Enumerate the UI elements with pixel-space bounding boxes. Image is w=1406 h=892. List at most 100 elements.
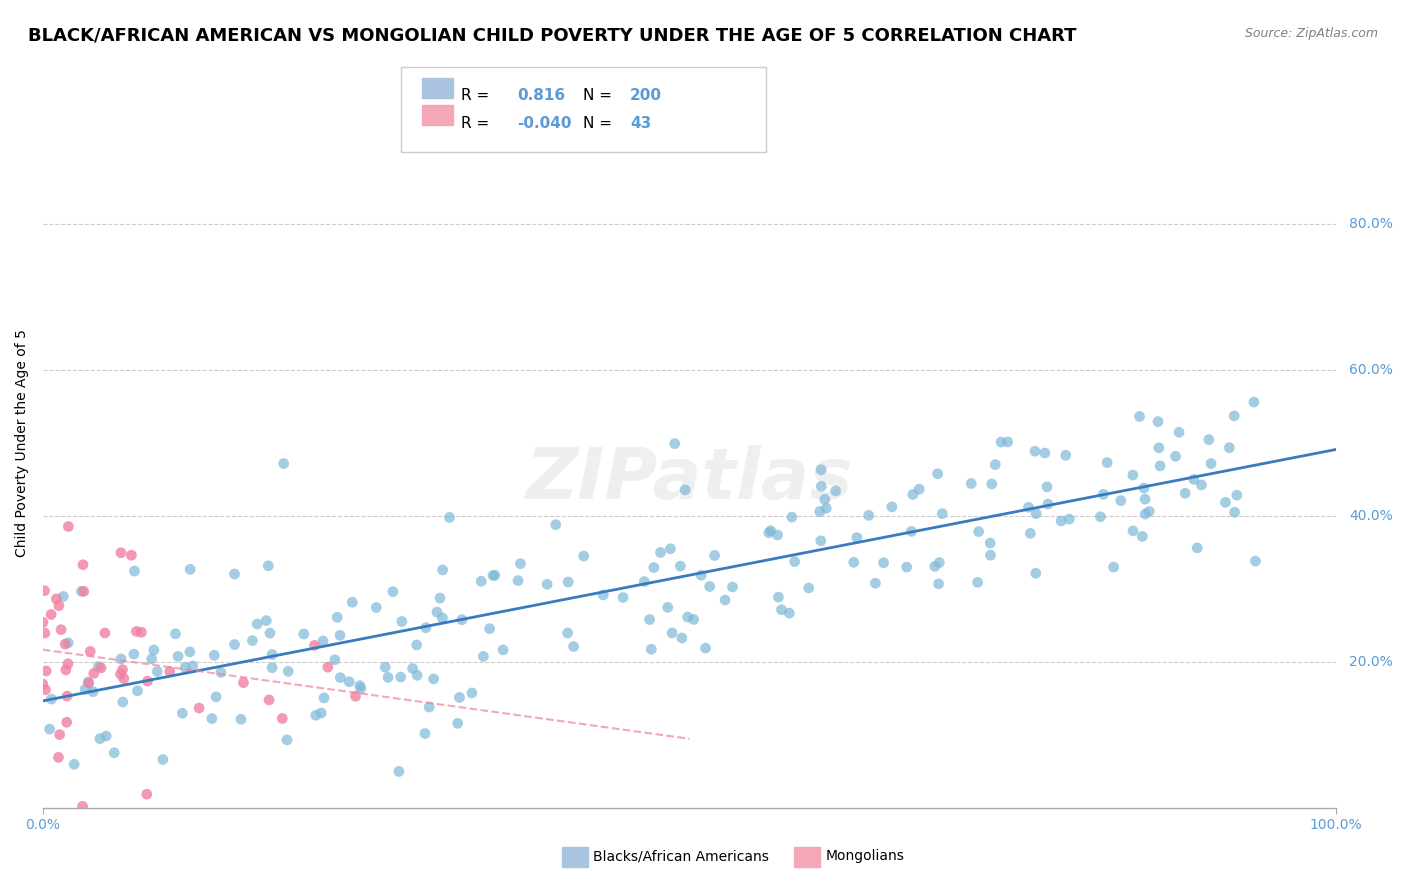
Text: 43: 43 [630,116,651,131]
Point [45,591,67,606]
Point [1168,425,1191,440]
Point [1122,524,1144,538]
Point [1019,526,1042,541]
Point [188,701,211,715]
Point [439,510,461,524]
Point [415,621,437,635]
Point [872,556,894,570]
Point [815,501,838,516]
Point [374,660,396,674]
Point [908,482,931,496]
Point [1243,395,1265,409]
Point [202,648,225,663]
Point [699,580,721,594]
Point [1226,488,1249,502]
Point [159,665,181,679]
Point [690,568,713,582]
Point [48,750,70,764]
Point [927,467,949,481]
Point [924,559,946,574]
Point [432,563,454,577]
Point [1223,505,1246,519]
Point [1128,409,1150,424]
Point [880,500,903,514]
Point [110,667,132,681]
Point [366,600,388,615]
Point [224,638,246,652]
Point [997,434,1019,449]
Point [643,560,665,574]
Point [960,476,983,491]
Point [39,607,62,622]
Point [470,574,492,589]
Point [1218,441,1240,455]
Point [931,507,953,521]
Point [901,487,924,501]
Point [277,665,299,679]
Point [1018,500,1040,515]
Point [224,567,246,582]
Point [659,541,682,556]
Point [1050,514,1073,528]
Point [810,533,832,548]
Point [52,590,75,604]
Point [83,666,105,681]
Point [770,603,793,617]
Point [232,675,254,690]
Point [797,581,820,595]
Point [111,663,134,677]
Point [77,675,100,690]
Point [172,706,194,721]
Point [56,689,79,703]
Point [181,659,204,673]
Text: -0.040: -0.040 [517,116,572,131]
Point [209,665,232,680]
Point [979,536,1001,550]
Point [1025,507,1047,521]
Point [1199,457,1222,471]
Point [122,647,145,661]
Point [34,626,56,640]
Point [1137,504,1160,518]
Point [136,674,159,689]
Point [48,599,70,613]
Point [389,670,412,684]
Point [1147,441,1170,455]
Point [112,672,135,686]
Point [544,517,567,532]
Point [1133,481,1156,495]
Y-axis label: Child Poverty Under the Age of 5: Child Poverty Under the Age of 5 [15,329,30,557]
Point [1024,444,1046,458]
Point [377,670,399,684]
Text: Source: ZipAtlas.com: Source: ZipAtlas.com [1244,27,1378,40]
Point [350,681,373,696]
Point [1147,415,1170,429]
Point [77,676,100,690]
Point [810,463,832,477]
Text: 80.0%: 80.0% [1350,217,1393,230]
Point [1135,507,1157,521]
Point [1095,456,1118,470]
Point [1109,493,1132,508]
Text: R =: R = [461,116,489,131]
Point [536,577,558,591]
Point [966,575,988,590]
Point [759,524,782,538]
Point [142,643,165,657]
Point [703,549,725,563]
Text: N =: N = [583,88,613,103]
Point [254,614,277,628]
Point [1223,409,1246,423]
Point [808,504,831,518]
Point [967,524,990,539]
Point [845,531,868,545]
Point [53,637,76,651]
Text: R =: R = [461,88,489,103]
Point [572,549,595,563]
Point [695,641,717,656]
Point [329,628,352,642]
Point [201,712,224,726]
Point [127,683,149,698]
Point [167,649,190,664]
Point [612,591,634,605]
